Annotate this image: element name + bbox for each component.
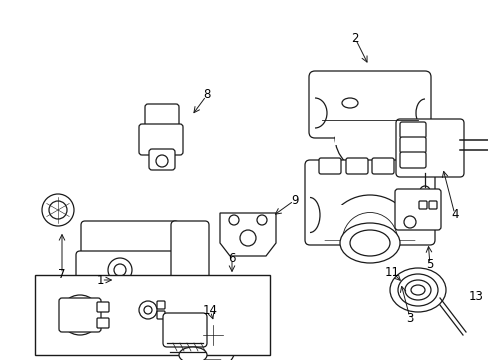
Ellipse shape xyxy=(42,194,74,226)
FancyBboxPatch shape xyxy=(81,221,179,257)
FancyBboxPatch shape xyxy=(97,318,109,328)
FancyBboxPatch shape xyxy=(157,311,164,319)
Ellipse shape xyxy=(187,306,238,360)
FancyBboxPatch shape xyxy=(149,149,175,170)
Text: 6: 6 xyxy=(228,252,235,265)
Text: 14: 14 xyxy=(202,303,217,316)
Text: 13: 13 xyxy=(468,289,483,302)
Ellipse shape xyxy=(341,98,357,108)
Circle shape xyxy=(108,258,132,282)
Ellipse shape xyxy=(60,295,100,335)
Text: 1: 1 xyxy=(96,274,103,287)
Circle shape xyxy=(403,216,415,228)
Ellipse shape xyxy=(197,315,228,355)
FancyBboxPatch shape xyxy=(394,189,440,230)
Ellipse shape xyxy=(49,201,67,219)
Circle shape xyxy=(257,215,266,225)
FancyBboxPatch shape xyxy=(399,137,425,153)
FancyBboxPatch shape xyxy=(428,201,436,209)
FancyBboxPatch shape xyxy=(97,302,109,312)
Bar xyxy=(324,205,415,240)
Text: 3: 3 xyxy=(406,311,413,324)
Wedge shape xyxy=(325,195,414,240)
FancyBboxPatch shape xyxy=(346,158,367,174)
Wedge shape xyxy=(334,137,404,172)
FancyBboxPatch shape xyxy=(157,301,164,309)
Ellipse shape xyxy=(139,301,157,319)
FancyBboxPatch shape xyxy=(76,251,183,281)
FancyBboxPatch shape xyxy=(91,301,169,331)
FancyBboxPatch shape xyxy=(395,119,463,177)
FancyBboxPatch shape xyxy=(371,158,393,174)
Circle shape xyxy=(156,155,168,167)
Text: 7: 7 xyxy=(58,269,65,282)
Bar xyxy=(334,130,404,145)
Circle shape xyxy=(240,230,256,246)
Circle shape xyxy=(228,215,239,225)
FancyBboxPatch shape xyxy=(171,221,208,309)
Text: 9: 9 xyxy=(291,194,298,207)
FancyBboxPatch shape xyxy=(145,104,179,132)
Text: 11: 11 xyxy=(384,266,399,279)
FancyBboxPatch shape xyxy=(308,71,430,138)
Circle shape xyxy=(114,264,126,276)
FancyBboxPatch shape xyxy=(399,152,425,168)
Ellipse shape xyxy=(339,223,399,263)
Text: 2: 2 xyxy=(350,31,358,45)
FancyBboxPatch shape xyxy=(305,160,434,245)
FancyBboxPatch shape xyxy=(81,276,179,309)
Polygon shape xyxy=(220,213,275,256)
Bar xyxy=(35,275,269,355)
FancyBboxPatch shape xyxy=(163,313,206,347)
Text: 5: 5 xyxy=(426,258,433,271)
FancyBboxPatch shape xyxy=(418,201,426,209)
Ellipse shape xyxy=(143,306,152,314)
FancyBboxPatch shape xyxy=(399,122,425,138)
Text: 8: 8 xyxy=(203,89,210,102)
Ellipse shape xyxy=(349,230,389,256)
FancyBboxPatch shape xyxy=(139,124,183,155)
Text: 4: 4 xyxy=(450,208,458,221)
FancyBboxPatch shape xyxy=(398,158,420,174)
FancyBboxPatch shape xyxy=(318,158,340,174)
Ellipse shape xyxy=(68,303,92,327)
Circle shape xyxy=(419,186,429,196)
FancyBboxPatch shape xyxy=(59,298,101,332)
Ellipse shape xyxy=(179,347,206,360)
